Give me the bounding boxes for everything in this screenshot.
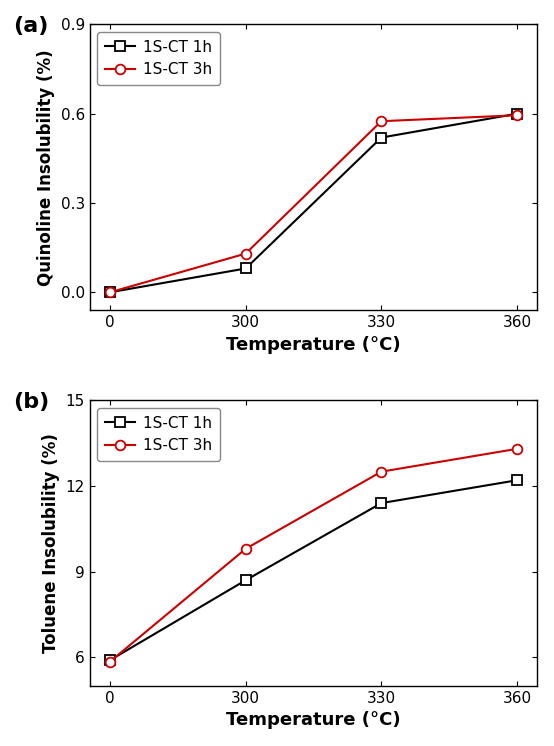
1S-CT 1h xyxy=(242,264,249,273)
Text: (a): (a) xyxy=(13,16,49,36)
1S-CT 3h xyxy=(242,545,249,554)
1S-CT 3h xyxy=(514,110,520,119)
1S-CT 1h xyxy=(514,109,520,118)
Line: 1S-CT 1h: 1S-CT 1h xyxy=(105,475,522,665)
1S-CT 3h xyxy=(107,288,114,297)
1S-CT 1h xyxy=(107,288,114,297)
1S-CT 1h xyxy=(514,476,520,485)
Legend: 1S-CT 1h, 1S-CT 3h: 1S-CT 1h, 1S-CT 3h xyxy=(98,32,220,85)
Line: 1S-CT 3h: 1S-CT 3h xyxy=(105,444,522,666)
Y-axis label: Quinoline Insolubility (%): Quinoline Insolubility (%) xyxy=(37,49,55,286)
Line: 1S-CT 3h: 1S-CT 3h xyxy=(105,110,522,297)
Line: 1S-CT 1h: 1S-CT 1h xyxy=(105,109,522,297)
1S-CT 3h xyxy=(242,249,249,258)
Y-axis label: Toluene Insolubility (%): Toluene Insolubility (%) xyxy=(42,433,60,653)
Text: (b): (b) xyxy=(13,392,50,412)
X-axis label: Temperature (°C): Temperature (°C) xyxy=(226,336,401,354)
1S-CT 3h xyxy=(514,445,520,454)
1S-CT 1h xyxy=(378,133,384,142)
X-axis label: Temperature (°C): Temperature (°C) xyxy=(226,712,401,730)
1S-CT 3h xyxy=(107,657,114,666)
1S-CT 3h xyxy=(378,467,384,476)
1S-CT 1h xyxy=(107,656,114,665)
Legend: 1S-CT 1h, 1S-CT 3h: 1S-CT 1h, 1S-CT 3h xyxy=(98,408,220,461)
1S-CT 3h xyxy=(378,116,384,125)
1S-CT 1h xyxy=(242,576,249,585)
1S-CT 1h xyxy=(378,498,384,507)
